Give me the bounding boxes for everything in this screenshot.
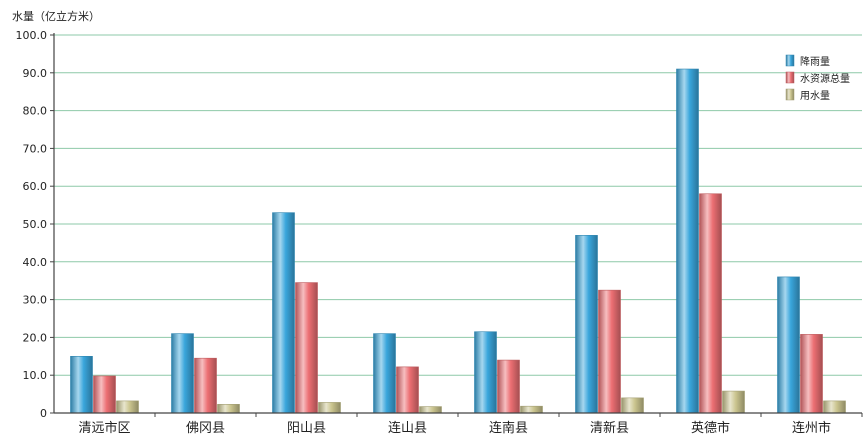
y-axis-label: 水量（亿立方米）	[12, 9, 100, 23]
bar-水资源总量-阳山县	[295, 282, 318, 414]
bar-降雨量-清新县	[575, 235, 598, 414]
bar-用水量-连南县	[520, 405, 543, 414]
bar-降雨量-连南县	[474, 331, 497, 414]
legend-label: 降雨量	[800, 55, 830, 68]
y-tick-label: 20.0	[23, 331, 48, 344]
y-tick-label: 80.0	[23, 105, 48, 118]
y-tick-label: 90.0	[23, 67, 48, 80]
bar-用水量-英德市	[722, 390, 745, 414]
bar-用水量-清远市区	[116, 400, 139, 414]
y-tick-label: 70.0	[23, 142, 48, 155]
legend-swatch	[785, 88, 795, 101]
y-tick-label: 0	[40, 407, 47, 420]
legend-label: 水资源总量	[800, 72, 850, 85]
x-tick-label: 连南县	[489, 420, 528, 436]
y-tick-label: 50.0	[23, 218, 48, 231]
bar-用水量-清新县	[621, 397, 644, 414]
bar-水资源总量-佛冈县	[194, 357, 217, 414]
y-tick-label: 40.0	[23, 256, 48, 269]
bar-用水量-佛冈县	[217, 404, 240, 414]
bar-降雨量-连山县	[373, 333, 396, 414]
y-tick-label: 60.0	[23, 180, 48, 193]
legend-swatch	[785, 71, 795, 84]
bar-用水量-连州市	[823, 400, 846, 414]
x-tick-label: 佛冈县	[186, 421, 225, 436]
bar-水资源总量-英德市	[699, 193, 722, 414]
y-tick-label: 30.0	[23, 294, 48, 307]
bar-水资源总量-连州市	[800, 334, 823, 414]
legend-label: 用水量	[800, 90, 830, 102]
x-tick-label: 清远市区	[78, 420, 130, 436]
bar-降雨量-佛冈县	[171, 333, 194, 414]
y-tick-label: 10.0	[23, 369, 48, 382]
bar-降雨量-阳山县	[272, 212, 295, 414]
bars	[70, 68, 846, 414]
grid-lines	[54, 34, 862, 376]
bar-用水量-连山县	[419, 406, 442, 414]
x-tick-label: 阳山县	[287, 421, 326, 436]
bar-用水量-阳山县	[318, 402, 341, 414]
bar-降雨量-清远市区	[70, 355, 93, 414]
legend-swatch	[785, 54, 795, 67]
bar-水资源总量-连南县	[497, 359, 520, 414]
bar-降雨量-英德市	[676, 68, 699, 414]
x-axis-ticks: 清远市区 佛冈县 阳山县 连山县 连南县 清新县 英德市 连州市	[78, 413, 863, 436]
y-tick-label: 100.0	[16, 29, 48, 42]
x-tick-label: 清新县	[590, 420, 629, 436]
x-tick-label: 连州市	[792, 420, 831, 436]
bar-水资源总量-清新县	[598, 289, 621, 414]
y-axis-ticks: 0 10.0 20.0 30.0 40.0 50.0 60.0 70.0 80.0 90.0 100…	[16, 29, 54, 420]
bar-降雨量-连州市	[777, 276, 800, 414]
x-tick-label: 英德市	[691, 420, 730, 436]
bar-水资源总量-连山县	[396, 366, 419, 414]
x-tick-label: 连山县	[388, 420, 427, 436]
bar-水资源总量-清远市区	[93, 375, 116, 414]
